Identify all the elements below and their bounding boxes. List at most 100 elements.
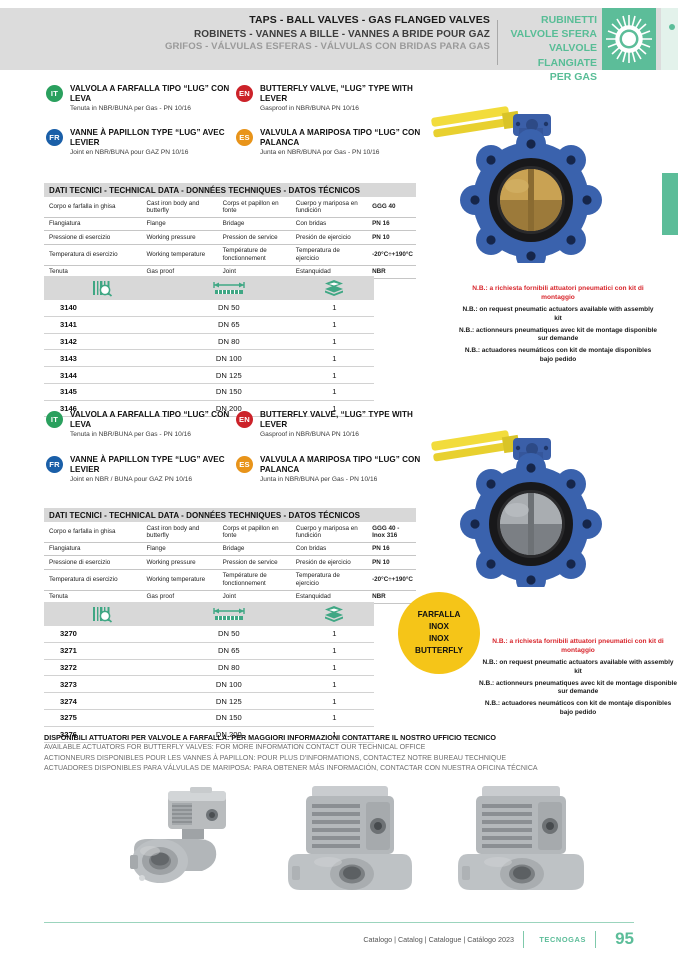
cell-qty: 1 [294,333,374,351]
cell-code: 3146 [44,400,163,418]
product-title-en: BUTTERFLY VALVE, “LUG” TYPE WITH LEVER [260,410,413,429]
product-title-fr: VANNE À PAPILLON TYPE “LUG” AVEC LEVIER [70,128,225,147]
tech-cell-es: Presión de ejercicio [290,230,368,245]
cell-qty: 1 [294,300,374,317]
section-label-line2: VALVOLE SFERA [510,28,597,41]
cell-code: 3273 [44,675,163,694]
product-title-it: VALVOLA A FARFALLA TIPO “LUG” CON LEVA [70,84,230,103]
tech-cell-es: Con bridas [290,542,368,557]
table-row: 3145 DN 150 1 [44,383,374,401]
footer-brand: TECNOGAS [539,935,586,944]
cell-qty: 1 [294,726,374,744]
cell-qty: 1 [294,642,374,660]
cell-code: 3271 [44,642,163,660]
lang-block-it-1: IT VALVOLA A FARFALLA TIPO “LUG” CON LEV… [46,84,231,113]
actuator-note-it: DISPONIBILI ATTUATORI PER VALVOLE A FARF… [44,733,496,742]
dimension-arrow-icon [163,605,295,623]
tech-cell-es: Presión de ejercicio [290,555,368,570]
cell-qty: 1 [294,349,374,368]
product-sub-it: Tenuta in NBR/BUNA per Gas - PN 10/16 [70,105,191,113]
product-sub-es: Junta in NBR/BUNA per Gas - PN 10/16 [260,476,378,484]
cell-qty: 1 [294,400,374,418]
page-title-es: GRIFOS - VÁLVULAS ESFERAS - VÁLVULAS CON… [164,41,490,53]
table-row: 3270 DN 50 1 [44,626,374,643]
cell-dn: DN 200 [162,400,295,418]
tech-cell-it: Corpo e farfalla in ghisa [44,522,142,543]
table-row: Flangiatura Flange Bridage Con bridas PN… [44,542,416,557]
cell-qty: 1 [294,675,374,694]
section-label-line1: RUBINETTI [541,14,597,26]
package-box-icon [295,605,374,623]
lang-badge-es: ES [236,129,253,146]
cell-code: 3141 [44,316,163,334]
lang-row-it: IT VALVOLA A FARFALLA TIPO “LUG” CON LEV… [46,410,231,439]
product-sub-fr: Joint en NBR / BUNA pour GAZ PN 10/16 [70,476,193,484]
tech-data-header-2: DATI TECNICI - TECHNICAL DATA - DONNÉES … [44,508,416,522]
lang-badge-fr: FR [46,456,63,473]
table-row: 3271 DN 65 1 [44,642,374,660]
product-title-en: BUTTERFLY VALVE, “LUG” TYPE WITH LEVER [260,84,413,103]
page-header: TAPS - BALL VALVES - GAS FLANGED VALVES … [0,8,678,83]
tech-cell-it: Flangiatura [44,217,142,232]
footer-separator-1 [523,931,524,948]
col-header-size [162,276,295,300]
table-row: Flangiatura Flange Bridage Con bridas PN… [44,217,416,232]
table-row: Pressione di esercizio Working pressure … [44,230,416,245]
lang-badge-it: IT [46,411,63,428]
table-row: Temperatura di esercizio Working tempera… [44,244,416,266]
nb-note-it: N.B.: a richiesta fornibili attuatori pn… [492,638,664,654]
table-row: 3273 DN 100 1 [44,675,374,694]
table-row: 3144 DN 125 1 [44,366,374,384]
tech-cell-value: PN 16 [367,217,416,232]
tech-cell-en: Working pressure [141,230,218,245]
lang-row-en: EN BUTTERFLY VALVE, “LUG” TYPE WITH LEVE… [236,84,421,113]
page-footer: Catalogo | Catalog | Catalogue | Catálog… [44,929,634,951]
product-image-actuator-2 [278,780,428,907]
tech-cell-fr: Température de fonctionnement [217,569,291,591]
section-label-line4: PER GAS [549,70,597,83]
table-row: Corpo e farfalla in ghisa Cast iron body… [44,522,416,543]
code-table-header-row [44,276,374,300]
product-title-es: VALVULA A MARIPOSA TIPO “LUG” CON PALANC… [260,128,421,147]
product-image-butterfly-valve-1 [425,88,640,271]
actuator-availability-note: DISPONIBILI ATTUATORI PER VALVOLE A FARF… [44,733,644,775]
footer-divider [44,922,634,923]
lang-row-es: ES VALVULA A MARIPOSA TIPO “LUG” CON PAL… [236,128,421,157]
lang-badge-fr: FR [46,129,63,146]
cell-code: 3144 [44,366,163,384]
cell-qty: 1 [294,626,374,643]
tech-cell-value: -20°C÷+190°C [367,569,416,591]
lang-row-it: IT VALVOLA A FARFALLA TIPO “LUG” CON LEV… [46,84,231,113]
sunburst-panel [602,8,656,70]
tech-cell-es: Temperatura de ejercicio [290,244,368,266]
tech-cell-en: Flange [141,217,218,232]
cell-code: 3276 [44,726,163,744]
page-title-fr: ROBINETS - VANNES A BILLE - VANNES A BRI… [193,28,490,40]
table-row: 3146 DN 200 1 [44,400,374,418]
tech-cell-es: Cuerpo y mariposa en fundición [290,522,368,543]
cell-dn: DN 50 [162,300,295,317]
barcode-magnifier-icon [44,605,163,623]
footer-separator-2 [595,931,596,948]
lang-row-fr: FR VANNE À PAPILLON TYPE “LUG” AVEC LEVI… [46,455,231,484]
cell-dn: DN 150 [162,709,295,727]
cell-dn: DN 100 [162,349,295,368]
header-divider [497,20,498,65]
inox-badge-line2: INOX [428,622,450,632]
cell-code: 3274 [44,692,163,710]
barcode-magnifier-icon [44,279,163,297]
lang-row-fr: FR VANNE À PAPILLON TYPE “LUG” AVEC LEVI… [46,128,231,157]
lang-block-es-1: ES VALVULA A MARIPOSA TIPO “LUG” CON PAL… [236,128,421,157]
tech-cell-en: Working temperature [141,244,218,266]
tech-cell-fr: Pression de service [217,555,291,570]
table-row: Temperatura di esercizio Working tempera… [44,569,416,591]
tech-cell-es: Temperatura de ejercicio [290,569,368,591]
package-box-icon [295,279,374,297]
col-header-size [162,602,295,626]
table-row: Tenuta Gas proof Joint Estanquidad NBR [44,590,416,604]
dots-panel [661,8,678,70]
header-section-block: RUBINETTI VALVOLE SFERA VALVOLE FLANGIAT… [505,8,678,83]
tech-cell-it: Corpo e farfalla in ghisa [44,197,142,218]
cell-dn: DN 100 [162,675,295,694]
